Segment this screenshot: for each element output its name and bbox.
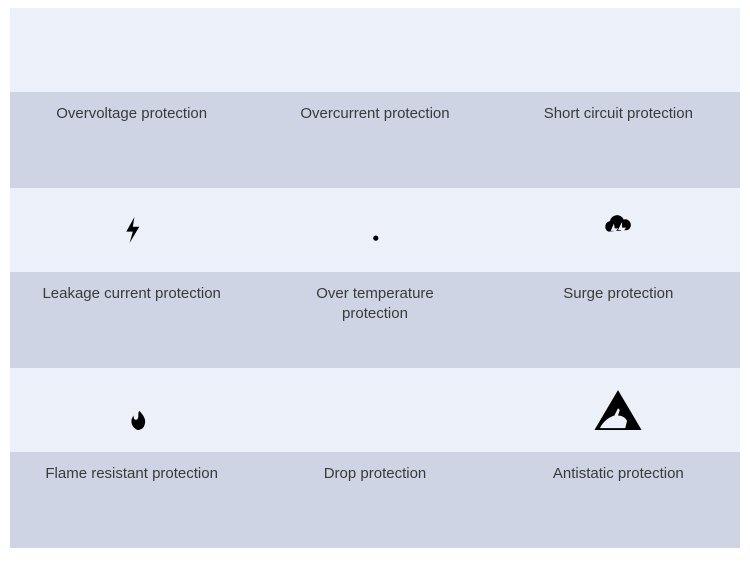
overcurrent-icon-cell [253, 8, 496, 92]
overvoltage-label: Overvoltage protection [56, 104, 207, 124]
flame-label: Flame resistant protection [45, 464, 218, 484]
antistatic-icon-cell [497, 368, 740, 452]
surge-icon [592, 204, 644, 256]
overvoltage-icon-cell [10, 8, 253, 92]
antistatic-label: Antistatic protection [553, 464, 684, 484]
overvoltage-icon [106, 24, 158, 76]
short-circuit-icon [592, 24, 644, 76]
antistatic-label-cell: Antistatic protection [497, 452, 740, 548]
drop-icon-cell [253, 368, 496, 452]
overtemp-label: Over temperature protection [285, 284, 465, 325]
overvoltage-label-cell: Overvoltage protection [10, 92, 253, 188]
protection-grid: Overvoltage protection Overcurrent protec… [10, 8, 740, 548]
overtemp-icon-cell [253, 188, 496, 272]
leakage-icon-cell [10, 188, 253, 272]
short-circuit-icon-cell [497, 8, 740, 92]
antistatic-icon [589, 381, 647, 439]
drop-label-cell: Drop protection [253, 452, 496, 548]
leakage-label-cell: Leakage current protection [10, 272, 253, 368]
short-circuit-label: Short circuit protection [544, 104, 693, 124]
overcurrent-label-cell: Overcurrent protection [253, 92, 496, 188]
leakage-label: Leakage current protection [42, 284, 220, 304]
flame-icon-cell [10, 368, 253, 452]
overcurrent-icon [349, 24, 401, 76]
drop-icon [349, 384, 401, 436]
surge-label: Surge protection [563, 284, 673, 304]
short-circuit-label-cell: Short circuit protection [497, 92, 740, 188]
overtemp-icon [349, 204, 401, 256]
flame-icon [103, 381, 161, 439]
leakage-icon [106, 204, 158, 256]
surge-label-cell: Surge protection [497, 272, 740, 368]
surge-icon-cell [497, 188, 740, 272]
overcurrent-label: Overcurrent protection [300, 104, 449, 124]
overtemp-label-cell: Over temperature protection [253, 272, 496, 368]
drop-label: Drop protection [324, 464, 427, 484]
flame-label-cell: Flame resistant protection [10, 452, 253, 548]
